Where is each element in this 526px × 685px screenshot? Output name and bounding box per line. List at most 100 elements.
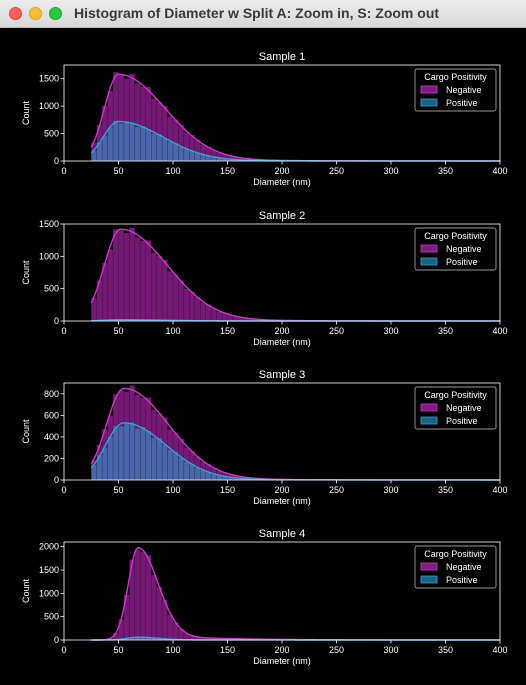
histogram-bar bbox=[107, 126, 114, 162]
legend-label-positive: Positive bbox=[446, 98, 478, 108]
y-tick-label: 1000 bbox=[39, 251, 59, 261]
legend-title: Cargo Positivity bbox=[424, 549, 487, 559]
legend-swatch-negative bbox=[420, 562, 438, 571]
chart-sample-2[interactable]: Sample 2 0 50 100 150 200 250 300 350 400 Diameter… bbox=[21, 210, 508, 347]
y-tick-label: 1500 bbox=[39, 219, 59, 229]
histogram-bar bbox=[216, 311, 223, 322]
legend[interactable]: Cargo Positivity Negative Positive bbox=[414, 386, 497, 430]
y-tick-label: 1500 bbox=[39, 74, 59, 84]
x-tick-label: 250 bbox=[329, 326, 344, 336]
histogram-bar bbox=[172, 451, 179, 481]
legend[interactable]: Cargo Positivity Negative Positive bbox=[414, 227, 497, 271]
histogram-bar bbox=[129, 121, 136, 162]
x-tick-label: 200 bbox=[274, 166, 289, 176]
histogram-bar bbox=[178, 457, 185, 481]
histogram-bar bbox=[194, 152, 201, 162]
x-tick-label: 50 bbox=[113, 485, 123, 495]
chart-sample-3[interactable]: Sample 3 0 50 100 150 200 250 300 350 400 Diameter… bbox=[21, 369, 508, 506]
x-tick-label: 300 bbox=[383, 645, 398, 655]
y-tick-label: 0 bbox=[54, 316, 59, 326]
x-tick-label: 150 bbox=[220, 166, 235, 176]
x-tick-label: 200 bbox=[274, 326, 289, 336]
histogram-bar bbox=[140, 426, 146, 481]
histogram-bar bbox=[123, 422, 130, 481]
x-tick-label: 400 bbox=[492, 485, 507, 495]
y-tick-label: 500 bbox=[44, 284, 59, 294]
histogram-bar bbox=[112, 229, 119, 322]
zoom-window-button[interactable] bbox=[49, 7, 62, 20]
histogram-bar bbox=[140, 125, 146, 162]
bars-negative bbox=[91, 227, 337, 322]
minimize-window-button[interactable] bbox=[29, 7, 42, 20]
y-tick-label: 2000 bbox=[39, 542, 59, 552]
y-tick-label: 1000 bbox=[39, 101, 59, 111]
x-tick-label: 350 bbox=[438, 485, 453, 495]
y-axis-label: Count bbox=[21, 101, 31, 126]
chart-sample-1[interactable]: Sample 1 0 50 100 150 200 250 300 350 400 Diameter… bbox=[21, 51, 508, 187]
histogram-bar bbox=[107, 436, 114, 481]
y-tick-label: 500 bbox=[44, 612, 59, 622]
legend-label-positive: Positive bbox=[446, 575, 478, 585]
legend-swatch-positive bbox=[420, 98, 438, 107]
histogram-bar bbox=[129, 421, 136, 481]
y-tick-label: 600 bbox=[44, 410, 59, 420]
x-tick-label: 250 bbox=[329, 166, 344, 176]
x-tick-label: 350 bbox=[438, 326, 453, 336]
legend-swatch-negative bbox=[420, 85, 438, 94]
legend-title: Cargo Positivity bbox=[424, 231, 487, 241]
histogram-bar bbox=[134, 126, 141, 162]
chart-title: Sample 2 bbox=[259, 210, 305, 222]
histogram-bar bbox=[161, 444, 168, 481]
histogram-bar bbox=[200, 469, 206, 481]
histogram-bar bbox=[183, 288, 190, 322]
histogram-bar bbox=[129, 227, 136, 322]
legend-label-positive: Positive bbox=[446, 257, 478, 267]
x-tick-label: 300 bbox=[383, 166, 398, 176]
x-tick-label: 100 bbox=[165, 485, 180, 495]
histogram-bar bbox=[156, 133, 163, 162]
histogram-bar bbox=[118, 229, 125, 322]
legend[interactable]: Cargo Positivity Negative Positive bbox=[414, 545, 497, 589]
figure-canvas[interactable]: Sample 1 0 50 100 150 200 250 300 350 400 Diameter… bbox=[0, 28, 526, 685]
legend[interactable]: Cargo Positivity Negative Positive bbox=[414, 68, 497, 112]
close-window-button[interactable] bbox=[9, 7, 22, 20]
x-tick-label: 150 bbox=[220, 645, 235, 655]
histogram-bar bbox=[107, 249, 114, 322]
histogram-bar bbox=[167, 141, 174, 162]
y-tick-label: 400 bbox=[44, 432, 59, 442]
histogram-bar bbox=[167, 271, 174, 322]
histogram-bar bbox=[183, 148, 190, 162]
legend-swatch-negative bbox=[420, 403, 438, 412]
histogram-bar bbox=[150, 252, 157, 322]
histogram-bar bbox=[150, 133, 157, 162]
histogram-bar bbox=[101, 447, 108, 481]
legend-label-negative: Negative bbox=[446, 244, 482, 254]
title-bar[interactable]: Histogram of Diameter w Split A: Zoom in… bbox=[0, 0, 526, 28]
x-tick-label: 400 bbox=[492, 166, 507, 176]
chart-sample-4[interactable]: Sample 4 0 50 100 150 200 250 300 350 400 Diameter… bbox=[21, 528, 508, 666]
x-tick-label: 50 bbox=[113, 645, 123, 655]
y-tick-label: 1500 bbox=[39, 565, 59, 575]
legend-title: Cargo Positivity bbox=[424, 72, 487, 82]
x-tick-label: 350 bbox=[438, 166, 453, 176]
x-tick-label: 0 bbox=[61, 326, 66, 336]
histogram-bar bbox=[156, 255, 163, 322]
y-tick-label: 1000 bbox=[39, 588, 59, 598]
chart-title: Sample 1 bbox=[259, 51, 305, 63]
histogram-bar bbox=[123, 121, 130, 162]
histogram-bar bbox=[112, 425, 119, 481]
x-tick-label: 50 bbox=[113, 166, 123, 176]
histogram-bar bbox=[145, 240, 152, 322]
histogram-bar bbox=[150, 437, 157, 481]
legend-label-negative: Negative bbox=[446, 403, 482, 413]
x-tick-label: 100 bbox=[165, 326, 180, 336]
legend-swatch-positive bbox=[420, 416, 438, 425]
x-axis-label: Diameter (nm) bbox=[253, 656, 311, 666]
histogram-bar bbox=[167, 614, 174, 641]
histogram-bar bbox=[134, 236, 141, 322]
histogram-bar bbox=[210, 308, 217, 322]
x-tick-label: 400 bbox=[492, 326, 507, 336]
y-tick-label: 0 bbox=[54, 156, 59, 166]
y-tick-label: 800 bbox=[44, 389, 59, 399]
